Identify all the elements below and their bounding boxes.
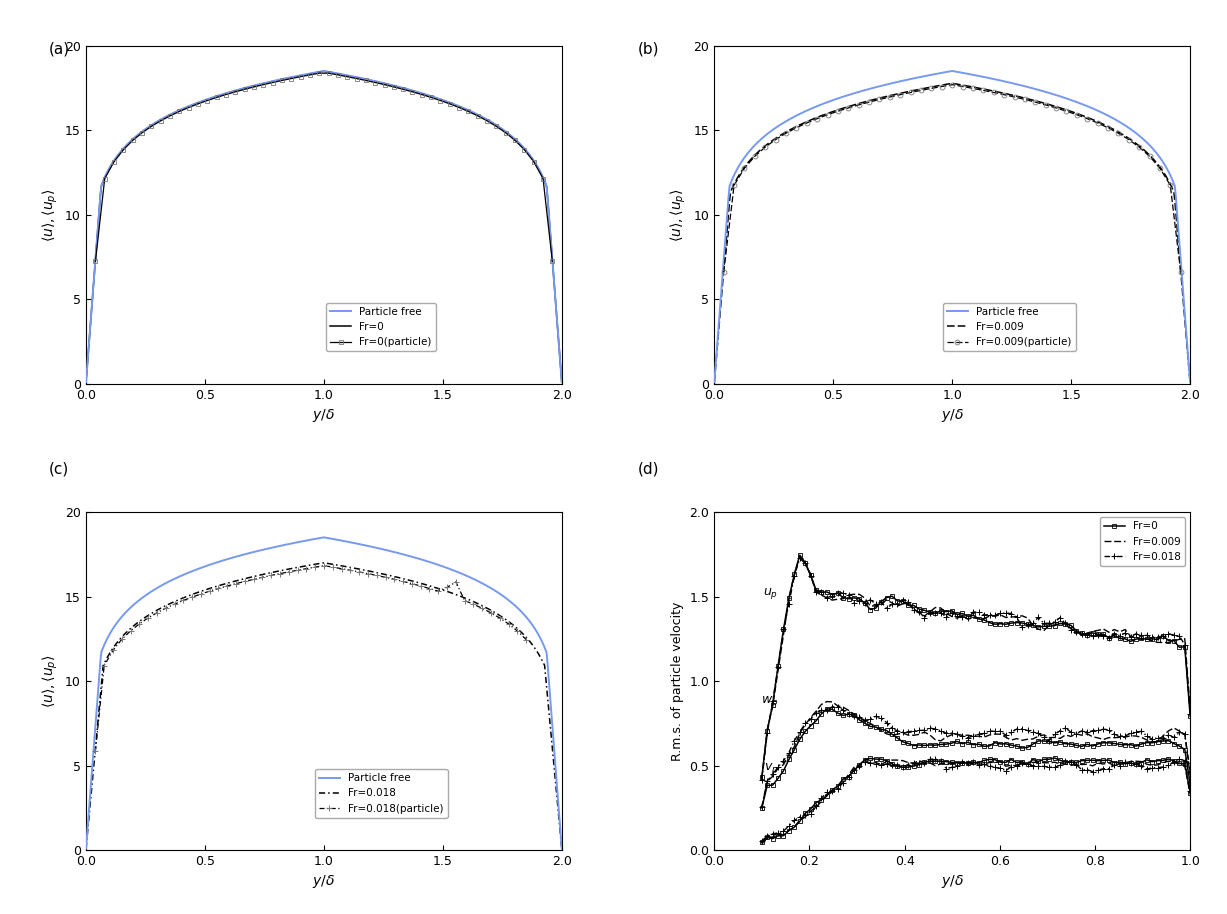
Text: $u_p$: $u_p$: [763, 586, 778, 600]
Text: (c): (c): [49, 462, 70, 476]
Y-axis label: $\langle u\rangle,\langle u_p\rangle$: $\langle u\rangle,\langle u_p\rangle$: [40, 188, 60, 241]
Y-axis label: $\langle u\rangle,\langle u_p\rangle$: $\langle u\rangle,\langle u_p\rangle$: [669, 188, 688, 241]
Legend: Particle free, Fr=0, Fr=0(particle): Particle free, Fr=0, Fr=0(particle): [326, 303, 436, 351]
X-axis label: $y/\delta$: $y/\delta$: [313, 874, 335, 890]
Text: (a): (a): [49, 41, 70, 56]
Legend: Fr=0, Fr=0.009, Fr=0.018: Fr=0, Fr=0.009, Fr=0.018: [1099, 517, 1185, 566]
Y-axis label: $\langle u\rangle,\langle u_p\rangle$: $\langle u\rangle,\langle u_p\rangle$: [40, 654, 60, 707]
Text: $v_p$: $v_p$: [764, 761, 778, 776]
Text: $w_p$: $w_p$: [761, 694, 778, 709]
Text: (d): (d): [638, 462, 660, 476]
Y-axis label: R.m.s. of particle velocity: R.m.s. of particle velocity: [671, 601, 683, 760]
X-axis label: $y/\delta$: $y/\delta$: [313, 407, 335, 424]
X-axis label: $y/\delta$: $y/\delta$: [941, 874, 963, 890]
Legend: Particle free, Fr=0.009, Fr=0.009(particle): Particle free, Fr=0.009, Fr=0.009(partic…: [942, 303, 1076, 351]
Text: (b): (b): [638, 41, 660, 56]
Legend: Particle free, Fr=0.018, Fr=0.018(particle): Particle free, Fr=0.018, Fr=0.018(partic…: [314, 769, 448, 818]
X-axis label: $y/\delta$: $y/\delta$: [941, 407, 963, 424]
